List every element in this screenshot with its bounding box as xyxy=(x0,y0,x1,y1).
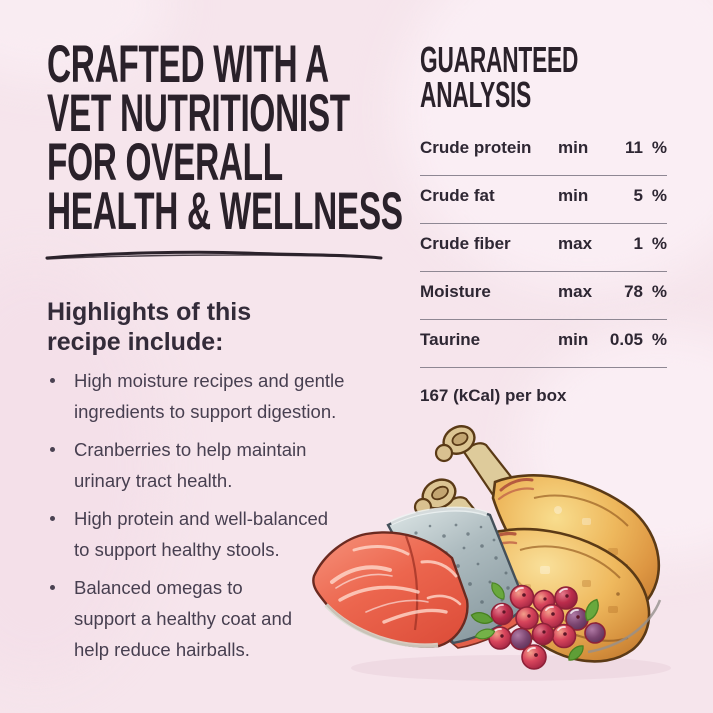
list-item-text: High moisture recipes and gentle ingredi… xyxy=(74,370,345,422)
list-item-text: Cranberries to help maintain urinary tra… xyxy=(74,439,307,491)
row-qualifier: min xyxy=(558,330,589,349)
food-illustration xyxy=(312,425,671,681)
row-unit: % xyxy=(651,330,667,349)
list-item-text: High protein and well-balanced to suppor… xyxy=(74,508,329,560)
bullet-icon xyxy=(50,585,55,590)
table-row: Crude fiber max 1 % xyxy=(420,224,667,272)
cranberry-calyx-dots xyxy=(500,593,580,657)
guaranteed-analysis-section: GUARANTEED ANALYSIS Crude protein min 11… xyxy=(420,42,667,406)
analysis-table: Crude protein min 11 % Crude fat min 5 %… xyxy=(420,128,667,368)
row-label: Taurine xyxy=(420,330,481,349)
row-unit: % xyxy=(651,282,667,301)
bullet-icon xyxy=(50,447,55,452)
cranberry-highlights xyxy=(493,587,579,652)
calorie-note: 167 (kCal) per box xyxy=(420,386,567,405)
list-item-text: Balanced omegas to support a healthy coa… xyxy=(74,577,293,660)
list-item: High moisture recipes and gentle ingredi… xyxy=(47,365,377,427)
row-value: 11 xyxy=(625,138,643,157)
headline-line: VET NUTRITIONIST xyxy=(47,84,350,143)
row-qualifier: max xyxy=(558,234,593,253)
row-unit: % xyxy=(651,138,667,157)
table-row: Crude fat min 5 % xyxy=(420,176,667,224)
table-row: Crude protein min 11 % xyxy=(420,128,667,176)
list-item: High protein and well-balanced to suppor… xyxy=(47,503,377,565)
bullet-icon xyxy=(50,378,55,383)
row-qualifier: min xyxy=(558,138,589,157)
list-item: Balanced omegas to support a healthy coa… xyxy=(47,572,377,665)
row-value: 0.05 xyxy=(609,330,643,349)
row-unit: % xyxy=(651,234,667,253)
headline-underline-stroke xyxy=(45,250,383,260)
row-value: 5 xyxy=(633,186,643,205)
row-value: 1 xyxy=(633,234,643,253)
highlights-list: High moisture recipes and gentle ingredi… xyxy=(47,365,377,672)
row-qualifier: max xyxy=(558,282,593,301)
main-headline: CRAFTED WITH A VET NUTRITIONIST FOR OVER… xyxy=(47,35,403,241)
salmon-fillet-flesh-icon xyxy=(312,531,469,648)
bullet-icon xyxy=(50,516,55,521)
row-label: Crude protein xyxy=(420,138,532,157)
row-value: 78 xyxy=(624,282,643,301)
headline-line: CRAFTED WITH A xyxy=(47,35,329,94)
row-label: Crude fiber xyxy=(420,234,511,253)
headline-line: FOR OVERALL xyxy=(47,133,283,192)
list-item: Cranberries to help maintain urinary tra… xyxy=(47,434,377,496)
highlights-title: Highlights of this recipe include: xyxy=(47,298,252,356)
row-unit: % xyxy=(651,186,667,205)
leaf-icon xyxy=(470,582,599,661)
plate-edge xyxy=(587,599,662,654)
table-row: Moisture max 78 % xyxy=(420,272,667,320)
row-label: Moisture xyxy=(420,282,491,301)
analysis-title-line: GUARANTEED xyxy=(420,39,579,80)
analysis-title: GUARANTEED ANALYSIS xyxy=(420,39,579,115)
row-label: Crude fat xyxy=(420,186,495,205)
ground-shadow xyxy=(351,655,671,681)
analysis-title-line: ANALYSIS xyxy=(420,74,532,115)
row-qualifier: min xyxy=(558,186,589,205)
table-row: Taurine min 0.05 % xyxy=(420,320,667,368)
headline-line: HEALTH & WELLNESS xyxy=(47,182,403,241)
